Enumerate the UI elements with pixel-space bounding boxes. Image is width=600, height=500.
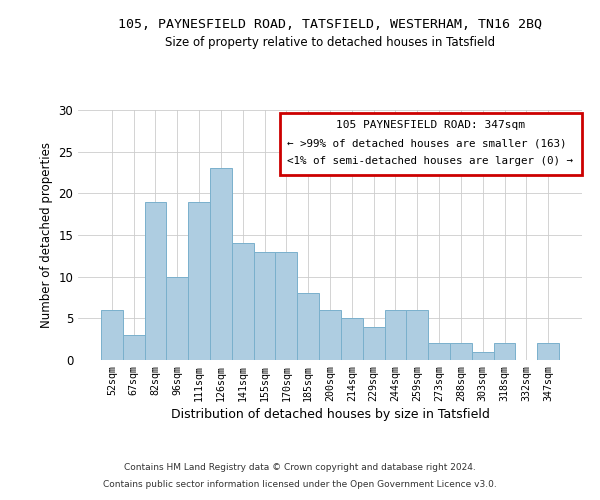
Text: Size of property relative to detached houses in Tatsfield: Size of property relative to detached ho… — [165, 36, 495, 49]
Bar — [254, 252, 275, 360]
FancyBboxPatch shape — [280, 112, 582, 175]
X-axis label: Distribution of detached houses by size in Tatsfield: Distribution of detached houses by size … — [170, 408, 490, 421]
Bar — [123, 335, 145, 360]
Bar — [537, 344, 559, 360]
Text: ← >99% of detached houses are smaller (163): ← >99% of detached houses are smaller (1… — [287, 138, 566, 149]
Text: 105 PAYNESFIELD ROAD: 347sqm: 105 PAYNESFIELD ROAD: 347sqm — [336, 120, 526, 130]
Bar — [297, 294, 319, 360]
Bar — [450, 344, 472, 360]
Text: Contains HM Land Registry data © Crown copyright and database right 2024.: Contains HM Land Registry data © Crown c… — [124, 464, 476, 472]
Bar — [494, 344, 515, 360]
Text: 105, PAYNESFIELD ROAD, TATSFIELD, WESTERHAM, TN16 2BQ: 105, PAYNESFIELD ROAD, TATSFIELD, WESTER… — [118, 18, 542, 30]
Bar — [385, 310, 406, 360]
Bar — [232, 244, 254, 360]
Text: Contains public sector information licensed under the Open Government Licence v3: Contains public sector information licen… — [103, 480, 497, 489]
Bar — [210, 168, 232, 360]
Bar — [166, 276, 188, 360]
Bar — [275, 252, 297, 360]
Bar — [406, 310, 428, 360]
Text: <1% of semi-detached houses are larger (0) →: <1% of semi-detached houses are larger (… — [287, 156, 573, 166]
Bar — [341, 318, 363, 360]
Bar — [428, 344, 450, 360]
Bar — [363, 326, 385, 360]
Y-axis label: Number of detached properties: Number of detached properties — [40, 142, 53, 328]
Bar — [188, 202, 210, 360]
Bar — [319, 310, 341, 360]
Bar — [145, 202, 166, 360]
Bar — [472, 352, 494, 360]
Bar — [101, 310, 123, 360]
